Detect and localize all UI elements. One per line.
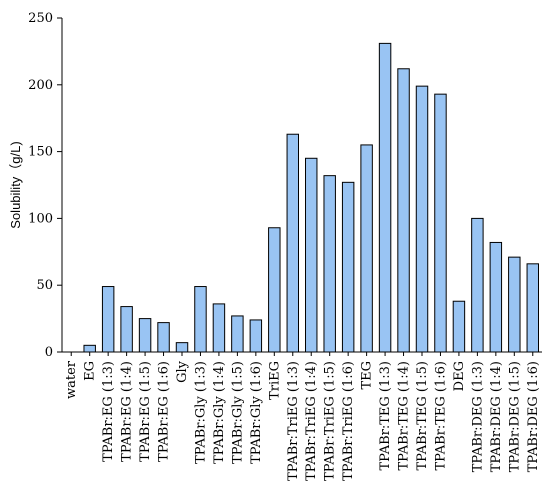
y-tick-label: 100 (28, 211, 53, 226)
y-tick-label: 0 (45, 345, 53, 360)
y-axis: 0 50 100 150 200 250 (28, 11, 63, 360)
bar-16 (360, 144, 373, 353)
bar-23 (489, 241, 503, 353)
x-tick-label: TPABr:DEG (1:6) (526, 361, 541, 472)
x-tick-label: TPABr:Gly (1:4) (212, 361, 227, 464)
x-tick-label: TPABr:DEG (1:5) (507, 361, 522, 472)
y-tick-label: 150 (28, 145, 53, 160)
bar-25 (526, 263, 539, 353)
bar-12 (286, 133, 299, 353)
x-tick-label: TPABr:TEG (1:6) (433, 361, 448, 471)
bar-1 (83, 344, 96, 353)
bar-10 (249, 319, 263, 353)
bar-6 (175, 342, 189, 353)
bar-3 (120, 306, 133, 353)
bars-group (83, 42, 539, 353)
x-tick-label: TPABr:Gly (1:6) (249, 361, 264, 464)
x-tick-label: TPABr:Gly (1:5) (230, 361, 245, 464)
y-tick-label: 50 (36, 278, 53, 293)
bar-14 (323, 175, 336, 353)
x-tick-label: TPABr:TriEG (1:4) (304, 361, 319, 481)
bar-8 (212, 303, 226, 353)
x-tick-label: EG (83, 361, 98, 381)
x-axis: water EG TPABr:EG (1:3) TPABr:EG (1:4) TPABr… (62, 351, 542, 481)
x-tick-label: DEG (452, 361, 467, 391)
bar-4 (138, 318, 152, 353)
y-axis-title: Solubility（g/L) (8, 141, 23, 228)
bar-24 (508, 256, 521, 353)
bar-2 (101, 286, 115, 353)
x-tick-label: TPABr:DEG (1:3) (470, 361, 485, 472)
bar-9 (231, 315, 244, 353)
bar-19 (415, 85, 429, 353)
x-tick-label: TPABr:EG (1:6) (157, 361, 172, 462)
bar-21 (452, 300, 466, 353)
x-tick-label: TEG (360, 361, 375, 390)
bar-15 (341, 181, 355, 353)
bar-7 (194, 286, 207, 353)
x-tick-label: TPABr:TEG (1:5) (415, 361, 430, 471)
bar-18 (397, 68, 410, 353)
bar-20 (434, 93, 447, 353)
x-tick-label: TPABr:DEG (1:4) (489, 361, 504, 472)
bar-11 (268, 227, 281, 353)
x-tick-label: TPABr:TriEG (1:5) (323, 361, 338, 481)
x-tick-label: TPABr:EG (1:5) (138, 361, 153, 462)
x-tick-label: TPABr:TEG (1:3) (378, 361, 393, 471)
x-tick-label: water (64, 360, 79, 399)
y-tick-label: 250 (28, 11, 53, 26)
x-tick-label: TPABr:EG (1:3) (101, 361, 116, 462)
x-tick-label: TriEG (267, 361, 282, 400)
x-tick-label: TPABr:TriEG (1:3) (286, 361, 301, 481)
x-tick-label: TPABr:TEG (1:4) (397, 361, 412, 471)
bar-17 (378, 42, 392, 353)
bar-22 (471, 217, 484, 353)
x-tick-label: TPABr:TriEG (1:6) (341, 361, 356, 481)
x-tick-label: Gly (175, 360, 190, 383)
x-tick-label: TPABr:EG (1:4) (120, 361, 135, 462)
x-tick-label: TPABr:Gly (1:3) (193, 361, 208, 464)
bar-13 (305, 157, 318, 353)
bar-5 (157, 322, 170, 353)
y-tick-label: 200 (28, 78, 53, 93)
